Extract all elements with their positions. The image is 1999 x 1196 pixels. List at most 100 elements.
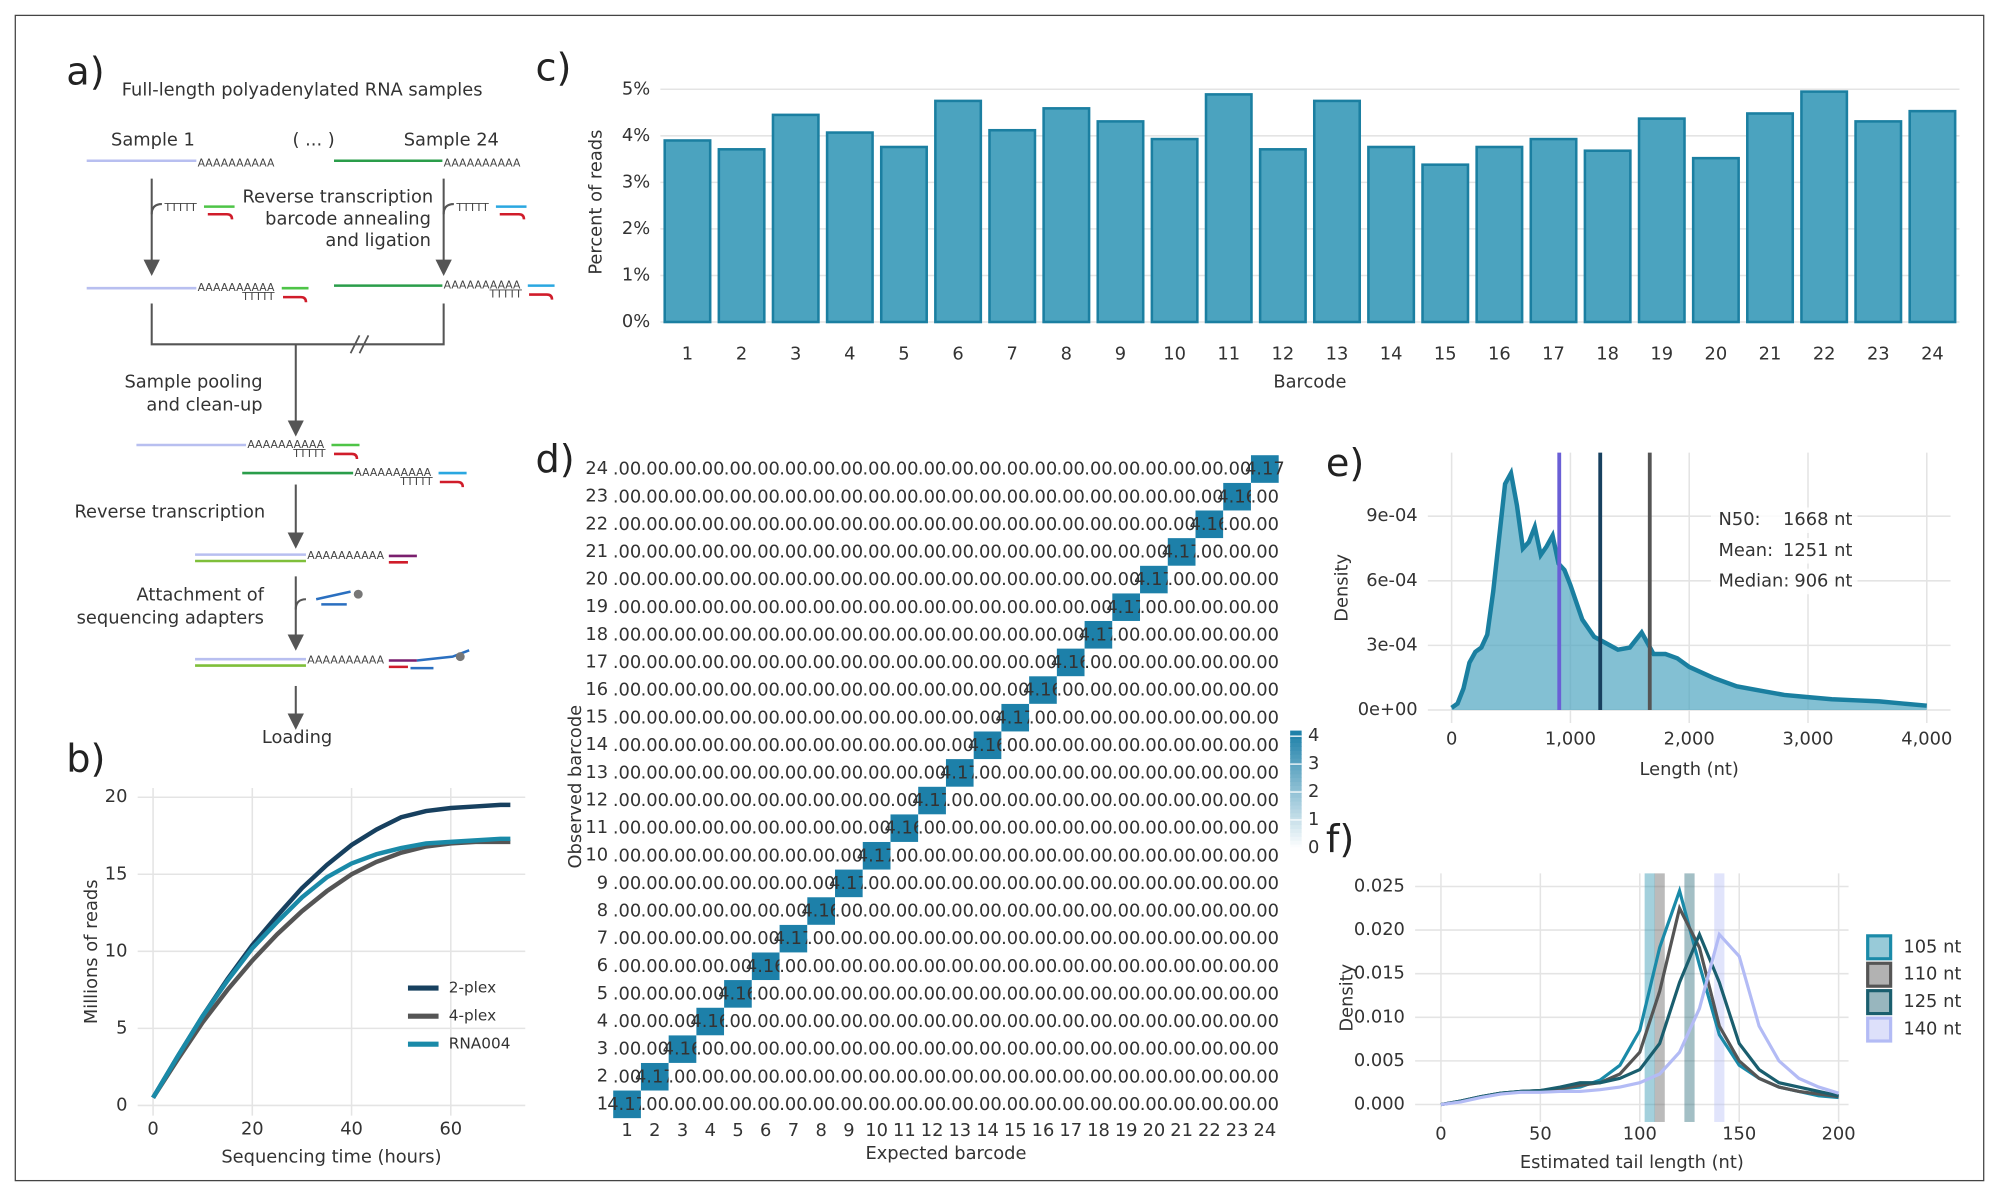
cell-label: .00: [779, 735, 807, 756]
cell-label: .00: [1029, 928, 1057, 949]
cell-label: .00: [946, 1066, 974, 1087]
bar: [1801, 92, 1846, 322]
y-tick-label: 6: [597, 955, 608, 976]
cell-label: .00: [835, 542, 863, 563]
cell-label: .00: [1057, 845, 1085, 866]
cell-label: .00: [1167, 597, 1195, 618]
cell-label: .00: [1167, 1011, 1195, 1032]
cell-label: .00: [807, 763, 835, 784]
x-tick-label: 4: [844, 343, 855, 364]
colorbar-step: [1290, 805, 1301, 810]
cell-label: .00: [779, 763, 807, 784]
poly-a: AAAAAAAAAA: [307, 549, 384, 562]
cell-label: .00: [1084, 983, 1112, 1004]
cell-label: .00: [835, 514, 863, 535]
colorbar-label: 1: [1308, 809, 1319, 830]
legend-label: 125 nt: [1903, 991, 1961, 1012]
cell-label: .00: [807, 1066, 835, 1087]
legend-swatch: [1868, 963, 1891, 986]
x-tick-label: 12: [1272, 343, 1295, 364]
legend-swatch: [1868, 991, 1891, 1014]
cell-label: .00: [1084, 1011, 1112, 1032]
cell-label: .00: [613, 459, 641, 480]
x-tick-label: 24: [1921, 343, 1944, 364]
cell-label: .00: [613, 956, 641, 977]
cell-label: .00: [724, 569, 752, 590]
cell-label: .00: [973, 763, 1001, 784]
cell-label: .00: [1001, 597, 1029, 618]
bar: [881, 147, 926, 322]
cell-label: .00: [1112, 1039, 1140, 1060]
cell-label: .00: [835, 624, 863, 645]
bar: [935, 101, 980, 322]
cell-label: .00: [1057, 707, 1085, 728]
cell-label: .00: [696, 486, 724, 507]
cell-label: .00: [1167, 1066, 1195, 1087]
cell-label: .00: [973, 459, 1001, 480]
cell-label: .00: [1140, 486, 1168, 507]
cell-label: .00: [668, 680, 696, 701]
cell-label: .00: [1057, 459, 1085, 480]
cell-label: .00: [1251, 597, 1279, 618]
cell-label: .00: [641, 983, 669, 1004]
x-tick-label: 22: [1813, 343, 1836, 364]
cell-label: .00: [1057, 486, 1085, 507]
panel-label: c): [535, 47, 571, 91]
cell-label: .00: [1140, 1039, 1168, 1060]
y-tick-label: 5%: [622, 78, 650, 99]
cell-label: .00: [918, 486, 946, 507]
cell-label: .00: [1112, 514, 1140, 535]
y-tick-label: 0.020: [1354, 919, 1405, 940]
x-tick-label: 11: [893, 1120, 916, 1141]
bar: [1477, 147, 1522, 322]
cell-label: .00: [1112, 459, 1140, 480]
x-tick-label: 7: [788, 1120, 799, 1141]
cell-label: .00: [1084, 680, 1112, 701]
line: [153, 842, 510, 1098]
colorbar-step: [1290, 731, 1301, 736]
stat-name: N50:: [1719, 509, 1761, 530]
colorbar-step: [1290, 832, 1301, 837]
cell-label: .00: [918, 845, 946, 866]
x-tick-label: 7: [1007, 343, 1018, 364]
cell-label: .00: [890, 459, 918, 480]
cell-label: .00: [668, 956, 696, 977]
cell-label: .00: [862, 983, 890, 1004]
cell-label: .00: [1057, 901, 1085, 922]
x-tick-label: 23: [1226, 1120, 1249, 1141]
cell-label: .00: [668, 818, 696, 839]
cell-label: .00: [779, 1094, 807, 1115]
bar: [665, 140, 710, 322]
cell-label: .00: [973, 901, 1001, 922]
cell-label: .00: [1001, 845, 1029, 866]
cell-label: .00: [779, 818, 807, 839]
cell-label: .00: [696, 735, 724, 756]
colorbar-step: [1290, 821, 1301, 826]
cell-label: .00: [724, 624, 752, 645]
cell-label: .00: [1251, 928, 1279, 949]
legend-label: 105 nt: [1903, 936, 1961, 957]
cell-label: .00: [1195, 763, 1223, 784]
cell-label: .00: [668, 735, 696, 756]
x-tick-label: 4: [705, 1120, 716, 1141]
cell-label: .00: [752, 459, 780, 480]
y-tick-label: 3e-04: [1366, 634, 1417, 655]
cell-label: .00: [1057, 1011, 1085, 1032]
cell-label: .00: [1112, 707, 1140, 728]
cell-label: .00: [1057, 680, 1085, 701]
cell-label: .00: [973, 1066, 1001, 1087]
cell-label: .00: [1112, 1066, 1140, 1087]
cell-label: .00: [1001, 901, 1029, 922]
cell-label: .00: [613, 901, 641, 922]
colorbar-label: 0: [1308, 837, 1319, 858]
cell-label: .00: [641, 928, 669, 949]
cell-label: .00: [641, 624, 669, 645]
cell-label: .00: [1251, 1039, 1279, 1060]
cell-label: .00: [1001, 1094, 1029, 1115]
x-tick-label: 6: [952, 343, 963, 364]
cell-label: .00: [752, 1011, 780, 1032]
step-text: Reverse transcription: [242, 187, 433, 208]
cell-label: .00: [1223, 845, 1251, 866]
cell-label: .00: [835, 983, 863, 1004]
cell-label: .00: [1251, 818, 1279, 839]
